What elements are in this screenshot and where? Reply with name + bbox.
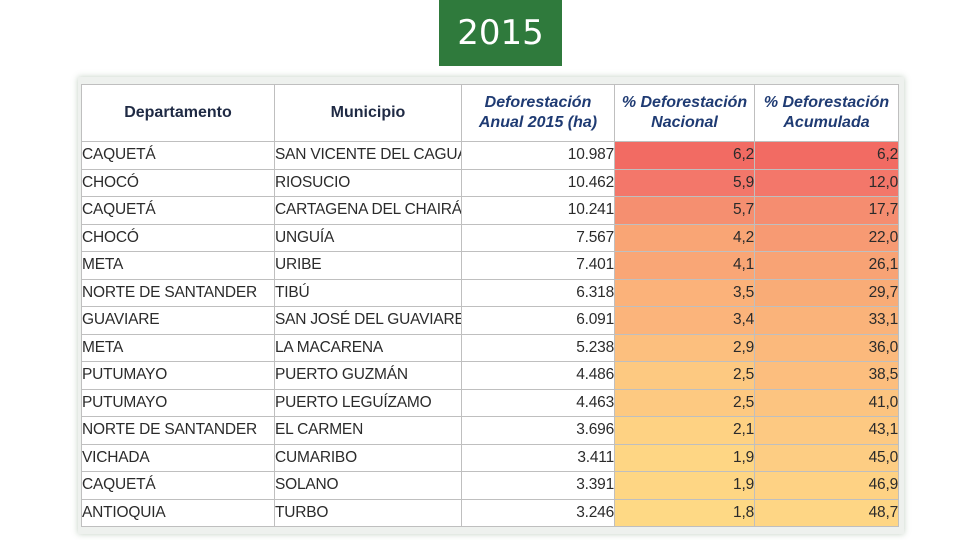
header-deforestacion-anual: Deforestación Anual 2015 (ha): [461, 84, 615, 142]
departamento-cell: CHOCÓ: [81, 168, 275, 197]
porcentaje-acumulada-cell: 6,2: [754, 141, 899, 170]
departamento-cell: NORTE DE SANTANDER: [81, 416, 275, 445]
departamento-cell: CHOCÓ: [81, 223, 275, 252]
porcentaje-acumulada-cell: 33,1: [754, 306, 899, 335]
porcentaje-nacional-cell: 2,1: [614, 416, 755, 445]
municipio-cell: TIBÚ: [274, 278, 462, 307]
municipio-cell: URIBE: [274, 251, 462, 280]
header-departamento: Departamento: [81, 84, 275, 142]
table-row: CHOCÓ UNGUÍA 7.567 4,2 22,0: [81, 223, 899, 252]
porcentaje-acumulada-cell: 36,0: [754, 333, 899, 362]
municipio-cell: CARTAGENA DEL CHAIRÁ: [274, 196, 462, 225]
hectareas-cell: 5.238: [461, 333, 615, 362]
porcentaje-acumulada-cell: 46,9: [754, 471, 899, 500]
porcentaje-nacional-cell: 1,8: [614, 498, 755, 527]
hectareas-cell: 10.987: [461, 141, 615, 170]
table-row: META LA MACARENA 5.238 2,9 36,0: [81, 333, 899, 362]
porcentaje-acumulada-cell: 45,0: [754, 443, 899, 472]
departamento-cell: PUTUMAYO: [81, 388, 275, 417]
hectareas-cell: 10.241: [461, 196, 615, 225]
municipio-cell: SAN JOSÉ DEL GUAVIARE: [274, 306, 462, 335]
header-municipio: Municipio: [274, 84, 462, 142]
porcentaje-acumulada-cell: 38,5: [754, 361, 899, 390]
table-row: GUAVIARE SAN JOSÉ DEL GUAVIARE 6.091 3,4 33,…: [81, 306, 899, 335]
departamento-cell: META: [81, 333, 275, 362]
table-row: CHOCÓ RIOSUCIO 10.462 5,9 12,0: [81, 168, 899, 197]
hectareas-cell: 3.246: [461, 498, 615, 527]
municipio-cell: SAN VICENTE DEL CAGUÁN: [274, 141, 462, 170]
porcentaje-nacional-cell: 2,5: [614, 388, 755, 417]
municipio-cell: LA MACARENA: [274, 333, 462, 362]
municipio-cell: UNGUÍA: [274, 223, 462, 252]
porcentaje-nacional-cell: 2,5: [614, 361, 755, 390]
table-header-row: Departamento Municipio Deforestación Anu…: [81, 84, 899, 142]
header-porcentaje-acumulada: % Deforestación Acumulada: [754, 84, 899, 142]
porcentaje-nacional-cell: 1,9: [614, 471, 755, 500]
table-row: PUTUMAYO PUERTO GUZMÁN 4.486 2,5 38,5: [81, 361, 899, 390]
hectareas-cell: 7.567: [461, 223, 615, 252]
hectareas-cell: 6.318: [461, 278, 615, 307]
municipio-cell: CUMARIBO: [274, 443, 462, 472]
hectareas-cell: 7.401: [461, 251, 615, 280]
porcentaje-nacional-cell: 6,2: [614, 141, 755, 170]
hectareas-cell: 3.696: [461, 416, 615, 445]
porcentaje-nacional-cell: 1,9: [614, 443, 755, 472]
table-row: META URIBE 7.401 4,1 26,1: [81, 251, 899, 280]
table-body: CAQUETÁ SAN VICENTE DEL CAGUÁN 10.987 6,2 6,…: [81, 141, 899, 527]
porcentaje-nacional-cell: 2,9: [614, 333, 755, 362]
municipio-cell: EL CARMEN: [274, 416, 462, 445]
header-porcentaje-nacional: % Deforestación Nacional: [614, 84, 755, 142]
departamento-cell: GUAVIARE: [81, 306, 275, 335]
porcentaje-acumulada-cell: 29,7: [754, 278, 899, 307]
porcentaje-acumulada-cell: 12,0: [754, 168, 899, 197]
municipio-cell: TURBO: [274, 498, 462, 527]
municipio-cell: SOLANO: [274, 471, 462, 500]
departamento-cell: CAQUETÁ: [81, 141, 275, 170]
porcentaje-nacional-cell: 3,5: [614, 278, 755, 307]
departamento-cell: PUTUMAYO: [81, 361, 275, 390]
table-row: NORTE DE SANTANDER TIBÚ 6.318 3,5 29,7: [81, 278, 899, 307]
porcentaje-nacional-cell: 4,2: [614, 223, 755, 252]
porcentaje-nacional-cell: 4,1: [614, 251, 755, 280]
municipio-cell: PUERTO GUZMÁN: [274, 361, 462, 390]
table-row: CAQUETÁ SOLANO 3.391 1,9 46,9: [81, 471, 899, 500]
table-row: NORTE DE SANTANDER EL CARMEN 3.696 2,1 43,1: [81, 416, 899, 445]
departamento-cell: ANTIOQUIA: [81, 498, 275, 527]
porcentaje-acumulada-cell: 17,7: [754, 196, 899, 225]
porcentaje-nacional-cell: 5,7: [614, 196, 755, 225]
departamento-cell: META: [81, 251, 275, 280]
table-row: ANTIOQUIA TURBO 3.246 1,8 48,7: [81, 498, 899, 527]
departamento-cell: CAQUETÁ: [81, 196, 275, 225]
municipio-cell: RIOSUCIO: [274, 168, 462, 197]
table-row: VICHADA CUMARIBO 3.411 1,9 45,0: [81, 443, 899, 472]
deforestation-table-panel: Departamento Municipio Deforestación Anu…: [78, 77, 904, 534]
table-row: CAQUETÁ CARTAGENA DEL CHAIRÁ 10.241 5,7 17,7: [81, 196, 899, 225]
table-row: CAQUETÁ SAN VICENTE DEL CAGUÁN 10.987 6,2 6,…: [81, 141, 899, 170]
hectareas-cell: 3.391: [461, 471, 615, 500]
porcentaje-nacional-cell: 3,4: [614, 306, 755, 335]
year-title: 2015: [439, 0, 562, 66]
departamento-cell: VICHADA: [81, 443, 275, 472]
porcentaje-acumulada-cell: 43,1: [754, 416, 899, 445]
deforestation-table: Departamento Municipio Deforestación Anu…: [81, 84, 899, 527]
porcentaje-acumulada-cell: 48,7: [754, 498, 899, 527]
porcentaje-nacional-cell: 5,9: [614, 168, 755, 197]
table-row: PUTUMAYO PUERTO LEGUÍZAMO 4.463 2,5 41,0: [81, 388, 899, 417]
porcentaje-acumulada-cell: 22,0: [754, 223, 899, 252]
porcentaje-acumulada-cell: 41,0: [754, 388, 899, 417]
departamento-cell: CAQUETÁ: [81, 471, 275, 500]
hectareas-cell: 4.463: [461, 388, 615, 417]
hectareas-cell: 10.462: [461, 168, 615, 197]
departamento-cell: NORTE DE SANTANDER: [81, 278, 275, 307]
porcentaje-acumulada-cell: 26,1: [754, 251, 899, 280]
hectareas-cell: 6.091: [461, 306, 615, 335]
municipio-cell: PUERTO LEGUÍZAMO: [274, 388, 462, 417]
hectareas-cell: 4.486: [461, 361, 615, 390]
hectareas-cell: 3.411: [461, 443, 615, 472]
